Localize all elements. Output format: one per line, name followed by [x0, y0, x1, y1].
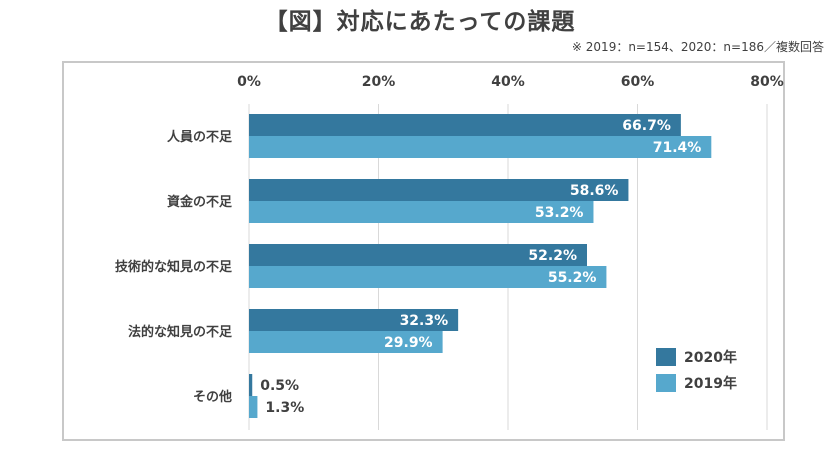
bar-2019: [249, 396, 258, 418]
legend-swatch-2020: [656, 348, 676, 366]
data-label: 29.9%: [384, 335, 433, 351]
x-tick-label: 60%: [621, 74, 655, 90]
legend-label-2020: 2020年: [684, 350, 737, 366]
chart-title: 【図】対応にあたっての課題: [264, 9, 576, 35]
bar-2020: [249, 114, 681, 136]
category-label: 技術的な知見の不足: [115, 259, 233, 275]
bar-2019: [249, 136, 712, 158]
data-label: 52.2%: [528, 248, 577, 264]
data-label: 55.2%: [548, 270, 597, 286]
data-label: 0.5%: [260, 378, 299, 394]
x-tick-label: 20%: [362, 74, 396, 90]
data-label: 53.2%: [535, 205, 584, 221]
x-tick-label: 80%: [750, 74, 784, 90]
bar-2019: [249, 331, 443, 353]
bar-2020: [249, 179, 629, 201]
legend-item-2019: 2019年: [656, 372, 737, 394]
x-tick-label: 0%: [237, 74, 261, 90]
sample-note: ※ 2019：n=154、2020：n=186／複数回答: [571, 40, 824, 54]
x-tick-label: 40%: [491, 74, 525, 90]
data-label: 1.3%: [265, 400, 304, 416]
category-label: その他: [193, 389, 232, 405]
bar-2019: [249, 266, 607, 288]
data-label: 32.3%: [400, 313, 449, 329]
legend-item-2020: 2020年: [656, 346, 737, 368]
data-label: 66.7%: [622, 118, 671, 134]
bar-2020: [249, 244, 587, 266]
category-label: 法的な知見の不足: [128, 324, 233, 340]
bar-2020: [249, 374, 253, 396]
bar-2019: [249, 201, 594, 223]
legend-swatch-2019: [656, 374, 676, 392]
legend: 2020年 2019年: [656, 346, 737, 398]
legend-label-2019: 2019年: [684, 376, 737, 392]
data-label: 58.6%: [570, 183, 619, 199]
category-label: 資金の不足: [167, 194, 233, 210]
bar-2020: [249, 309, 459, 331]
category-label: 人員の不足: [167, 129, 233, 145]
data-label: 71.4%: [653, 140, 702, 156]
